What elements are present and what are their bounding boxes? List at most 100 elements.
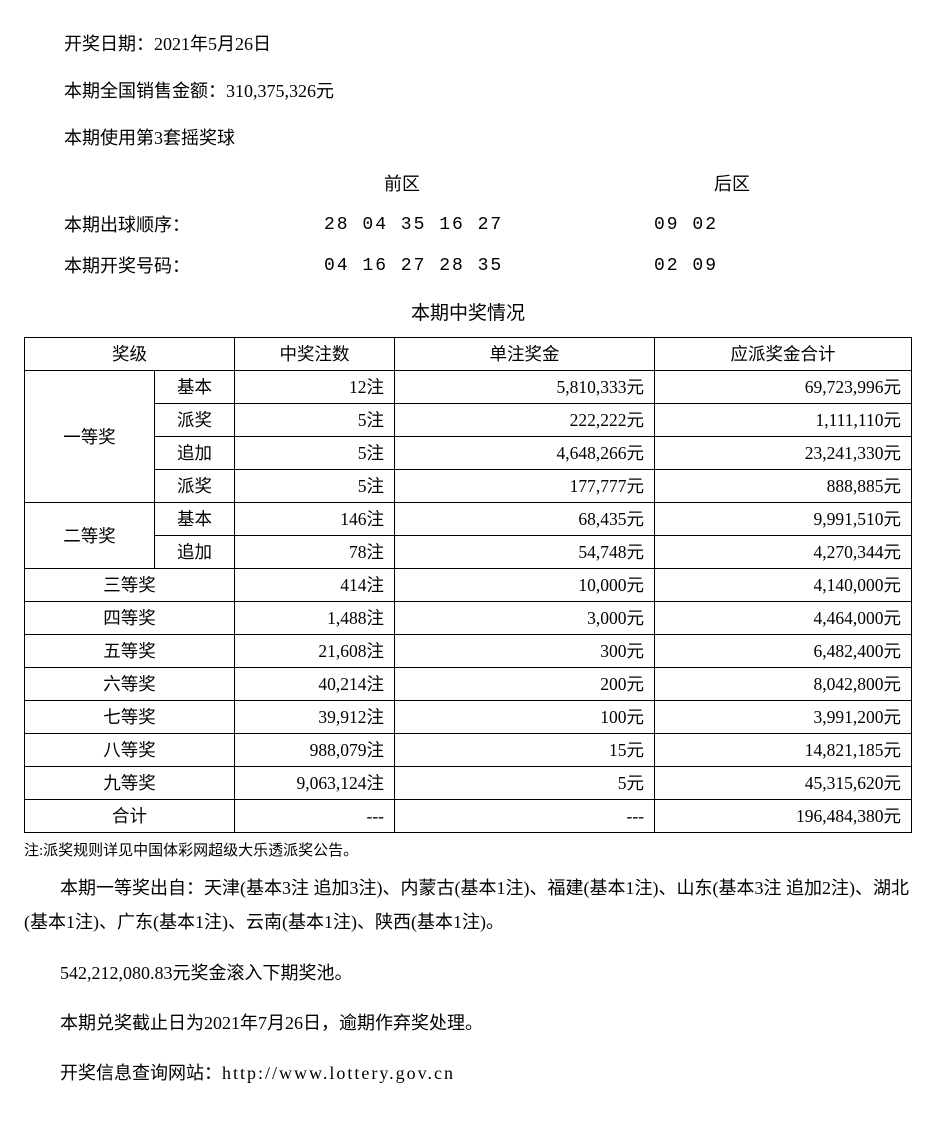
- count-cell: 40,214注: [235, 668, 395, 701]
- draw-order-label: 本期出球顺序：: [64, 211, 324, 240]
- sublevel-cell: 追加: [155, 536, 235, 569]
- col-total: 应派奖金合计: [655, 338, 912, 371]
- total-cell: 1,111,110元: [655, 404, 912, 437]
- level-cell: 四等奖: [25, 602, 235, 635]
- table-row: 七等奖39,912注100元3,991,200元: [25, 701, 912, 734]
- table-title: 本期中奖情况: [24, 299, 912, 329]
- level-cell: 七等奖: [25, 701, 235, 734]
- draw-result-row: 本期开奖号码： 04 16 27 28 35 02 09: [64, 252, 912, 281]
- table-row: 派奖5注177,777元888,885元: [25, 470, 912, 503]
- sublevel-cell: 派奖: [155, 404, 235, 437]
- draw-result-back: 02 09: [654, 252, 912, 281]
- level-cell: 三等奖: [25, 569, 235, 602]
- table-row: 合计------196,484,380元: [25, 800, 912, 833]
- table-row: 四等奖1,488注3,000元4,464,000元: [25, 602, 912, 635]
- deadline-line: 本期兑奖截止日为2021年7月26日，逾期作弃奖处理。: [24, 1006, 912, 1040]
- rollover-line: 542,212,080.83元奖金滚入下期奖池。: [24, 956, 912, 990]
- website-line: 开奖信息查询网站：http://www.lottery.gov.cn: [24, 1056, 912, 1090]
- total-cell: 4,464,000元: [655, 602, 912, 635]
- draw-date-line: 开奖日期：2021年5月26日: [64, 30, 912, 59]
- ball-set-text: 本期使用第3套摇奖球: [64, 128, 235, 148]
- amount-cell: 100元: [395, 701, 655, 734]
- level-cell: 合计: [25, 800, 235, 833]
- count-cell: 9,063,124注: [235, 767, 395, 800]
- amount-cell: ---: [395, 800, 655, 833]
- count-cell: 21,608注: [235, 635, 395, 668]
- draw-result-label: 本期开奖号码：: [64, 252, 324, 281]
- amount-cell: 5元: [395, 767, 655, 800]
- amount-cell: 4,648,266元: [395, 437, 655, 470]
- draw-order-row: 本期出球顺序： 28 04 35 16 27 09 02: [64, 211, 912, 240]
- total-cell: 45,315,620元: [655, 767, 912, 800]
- level-cell: 五等奖: [25, 635, 235, 668]
- count-cell: 414注: [235, 569, 395, 602]
- count-cell: 146注: [235, 503, 395, 536]
- sublevel-cell: 基本: [155, 371, 235, 404]
- prize-table: 奖级 中奖注数 单注奖金 应派奖金合计 一等奖基本12注5,810,333元69…: [24, 337, 912, 833]
- amount-cell: 5,810,333元: [395, 371, 655, 404]
- draw-order-back: 09 02: [654, 211, 912, 240]
- draw-date-value: 2021年5月26日: [154, 34, 271, 54]
- total-cell: 888,885元: [655, 470, 912, 503]
- col-count: 中奖注数: [235, 338, 395, 371]
- count-cell: 78注: [235, 536, 395, 569]
- total-cell: 23,241,330元: [655, 437, 912, 470]
- draw-section: 前区 后区 本期出球顺序： 28 04 35 16 27 09 02 本期开奖号…: [64, 170, 912, 280]
- amount-cell: 200元: [395, 668, 655, 701]
- col-amount: 单注奖金: [395, 338, 655, 371]
- sales-label: 本期全国销售金额：: [64, 81, 226, 101]
- total-cell: 9,991,510元: [655, 503, 912, 536]
- table-row: 追加5注4,648,266元23,241,330元: [25, 437, 912, 470]
- level-cell: 八等奖: [25, 734, 235, 767]
- amount-cell: 177,777元: [395, 470, 655, 503]
- table-header-row: 奖级 中奖注数 单注奖金 应派奖金合计: [25, 338, 912, 371]
- total-cell: 8,042,800元: [655, 668, 912, 701]
- sublevel-cell: 派奖: [155, 470, 235, 503]
- table-row: 派奖5注222,222元1,111,110元: [25, 404, 912, 437]
- count-cell: 988,079注: [235, 734, 395, 767]
- count-cell: 5注: [235, 437, 395, 470]
- amount-cell: 68,435元: [395, 503, 655, 536]
- table-row: 六等奖40,214注200元8,042,800元: [25, 668, 912, 701]
- website-label: 开奖信息查询网站：: [60, 1063, 222, 1083]
- draw-date-label: 开奖日期：: [64, 34, 154, 54]
- count-cell: 5注: [235, 404, 395, 437]
- count-cell: 39,912注: [235, 701, 395, 734]
- table-row: 追加78注54,748元4,270,344元: [25, 536, 912, 569]
- amount-cell: 54,748元: [395, 536, 655, 569]
- total-cell: 4,270,344元: [655, 536, 912, 569]
- count-cell: 1,488注: [235, 602, 395, 635]
- back-zone-label: 后区: [654, 170, 912, 199]
- total-cell: 69,723,996元: [655, 371, 912, 404]
- amount-cell: 15元: [395, 734, 655, 767]
- col-level: 奖级: [25, 338, 235, 371]
- amount-cell: 10,000元: [395, 569, 655, 602]
- level-cell: 二等奖: [25, 503, 155, 569]
- table-row: 二等奖基本146注68,435元9,991,510元: [25, 503, 912, 536]
- total-cell: 14,821,185元: [655, 734, 912, 767]
- footnote: 注:派奖规则详见中国体彩网超级大乐透派奖公告。: [24, 839, 912, 863]
- level-cell: 一等奖: [25, 371, 155, 503]
- total-cell: 3,991,200元: [655, 701, 912, 734]
- sales-value: 310,375,326元: [226, 81, 334, 101]
- table-row: 一等奖基本12注5,810,333元69,723,996元: [25, 371, 912, 404]
- winners-paragraph: 本期一等奖出自：天津(基本3注 追加3注)、内蒙古(基本1注)、福建(基本1注)…: [24, 871, 912, 939]
- level-cell: 九等奖: [25, 767, 235, 800]
- amount-cell: 300元: [395, 635, 655, 668]
- total-cell: 4,140,000元: [655, 569, 912, 602]
- front-zone-label: 前区: [324, 170, 654, 199]
- ball-set-line: 本期使用第3套摇奖球: [64, 124, 912, 153]
- sublevel-cell: 基本: [155, 503, 235, 536]
- table-row: 五等奖21,608注300元6,482,400元: [25, 635, 912, 668]
- count-cell: ---: [235, 800, 395, 833]
- level-cell: 六等奖: [25, 668, 235, 701]
- total-cell: 196,484,380元: [655, 800, 912, 833]
- count-cell: 5注: [235, 470, 395, 503]
- total-cell: 6,482,400元: [655, 635, 912, 668]
- amount-cell: 222,222元: [395, 404, 655, 437]
- draw-zone-header: 前区 后区: [64, 170, 912, 199]
- sublevel-cell: 追加: [155, 437, 235, 470]
- draw-result-front: 04 16 27 28 35: [324, 252, 654, 281]
- draw-order-front: 28 04 35 16 27: [324, 211, 654, 240]
- sales-line: 本期全国销售金额：310,375,326元: [64, 77, 912, 106]
